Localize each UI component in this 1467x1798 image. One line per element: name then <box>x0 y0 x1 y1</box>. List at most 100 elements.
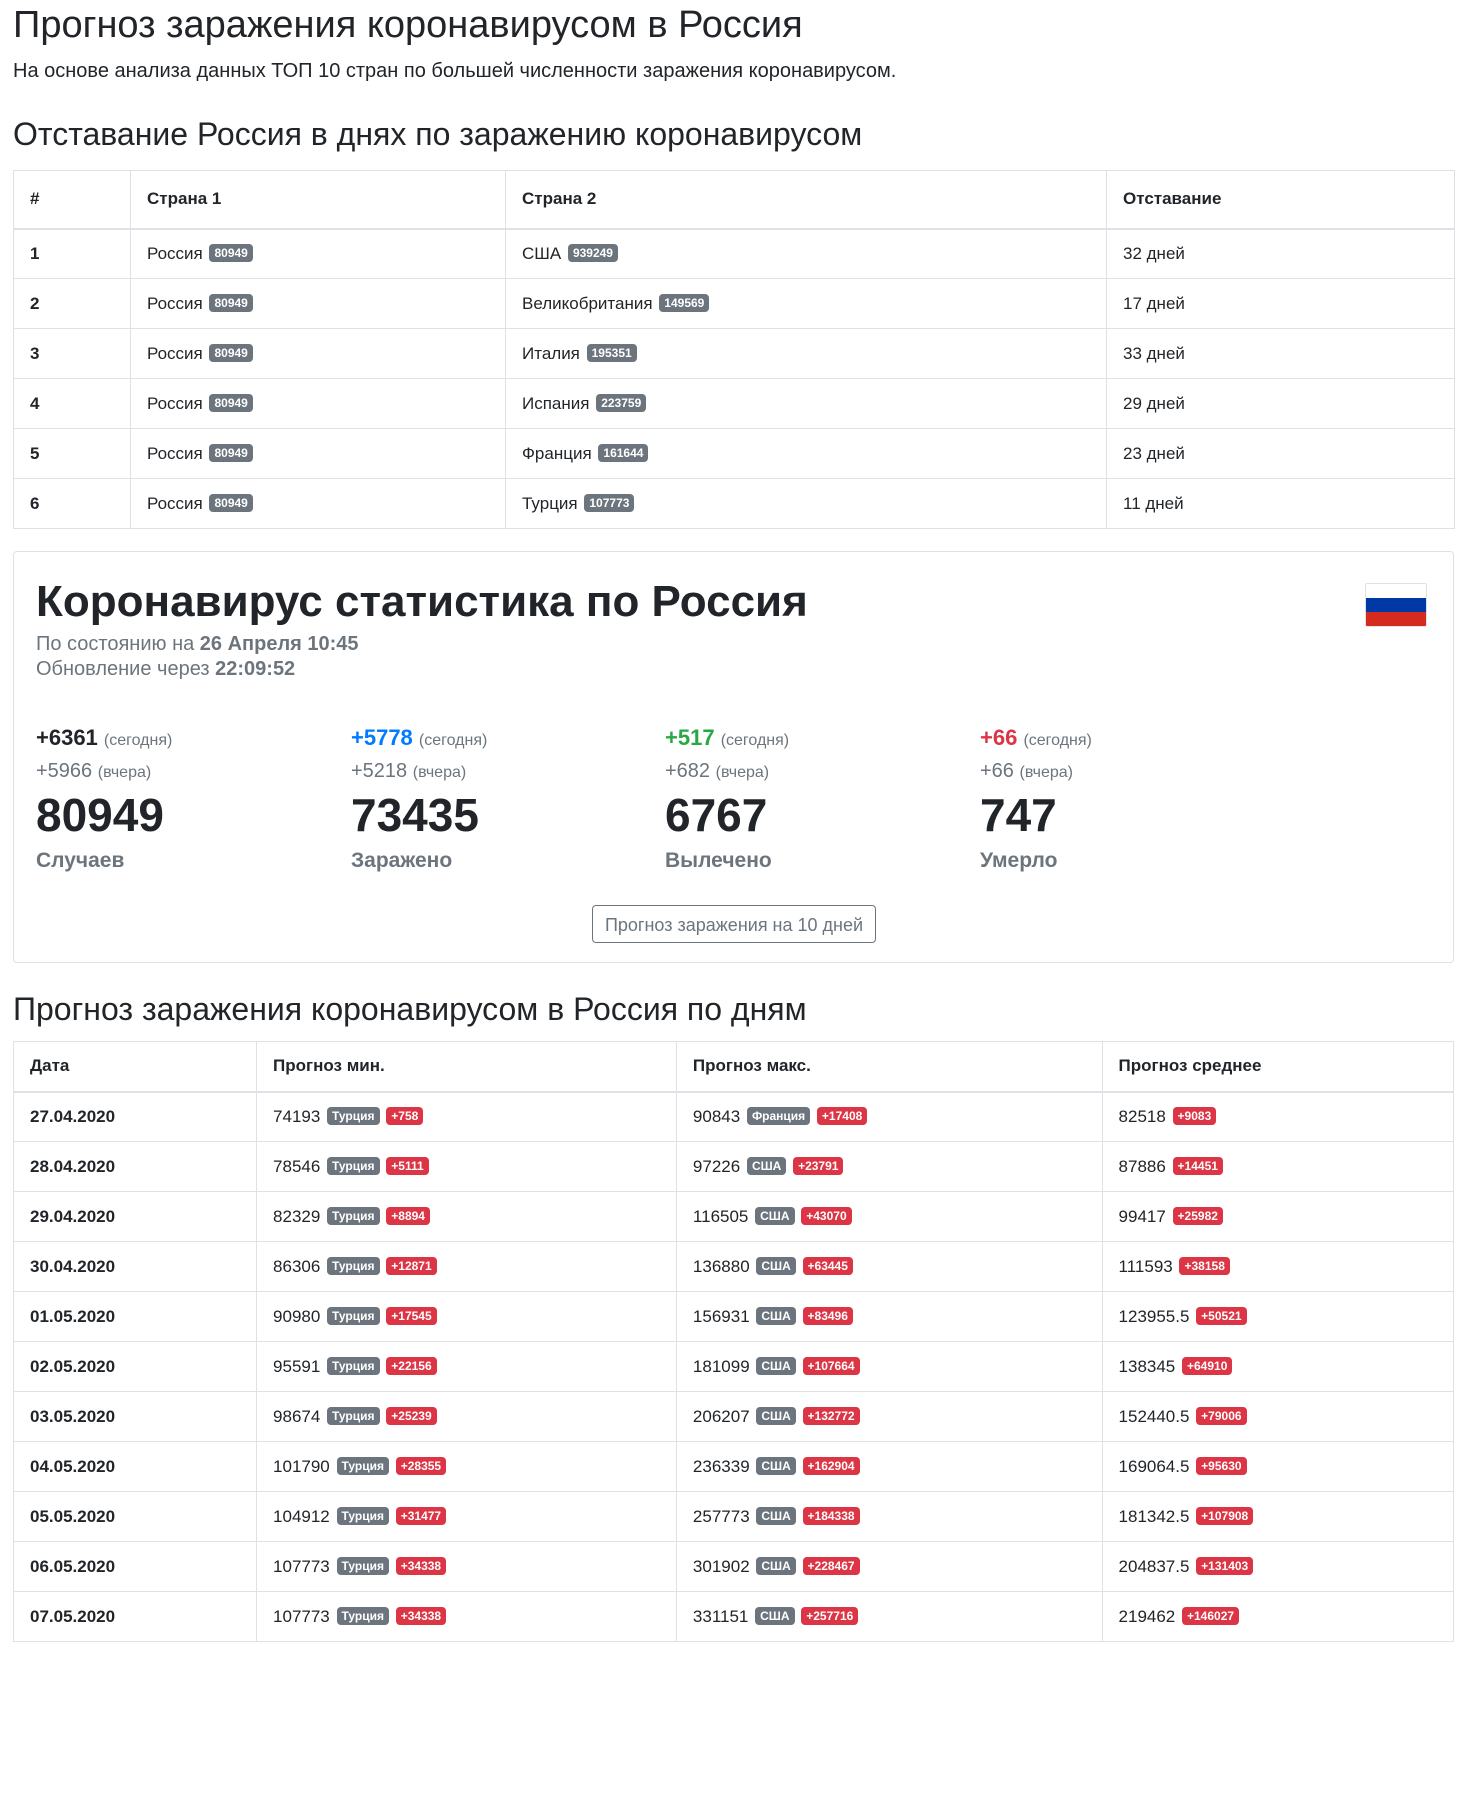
stat-label: Заражено <box>351 849 453 872</box>
forecast-avg-value: 219462 <box>1118 1606 1176 1626</box>
lag-row-country2: Италия 195351 <box>505 328 1107 379</box>
stat-today-value: +517 <box>665 725 715 750</box>
forecast-avg: 123955.5 +50521 <box>1101 1291 1455 1342</box>
stat-yesterday: +5218 (вчера) <box>351 757 681 787</box>
forecast-avg-value: 123955.5 <box>1118 1306 1190 1326</box>
forecast-max-value: 181099 <box>692 1356 750 1376</box>
lag-row-days: 33 дней <box>1106 328 1455 379</box>
update-countdown: 22:09:52 <box>215 658 296 680</box>
lag-table-row: 1 Россия 80949 США 939249 32 дней <box>13 228 1455 279</box>
country1-cases-badge: 80949 <box>209 393 253 412</box>
stats-meta: По состоянию на 26 Апреля 10:45 Обновлен… <box>36 632 359 682</box>
forecast-col-max: Прогноз макс. <box>675 1041 1103 1093</box>
forecast-min-delta-badge: +5111 <box>386 1156 429 1175</box>
stat-yesterday-suffix: (вчера) <box>97 764 152 781</box>
forecast-min: 74193 Турция +758 <box>256 1091 677 1142</box>
country2-cases-badge: 107773 <box>584 493 635 512</box>
forecast-avg-delta-badge: +107908 <box>1196 1506 1254 1525</box>
forecast-avg: 87886 +14451 <box>1101 1141 1455 1192</box>
forecast-max-delta-badge: +257716 <box>801 1606 859 1625</box>
forecast-avg-delta-badge: +64910 <box>1182 1356 1233 1375</box>
country2-name: США <box>522 243 562 263</box>
forecast-min: 107773 Турция +34338 <box>256 1541 677 1592</box>
flag-stripe <box>1366 612 1426 626</box>
forecast-max-delta-badge: +83496 <box>802 1306 853 1325</box>
forecast-avg-delta-badge: +131403 <box>1196 1556 1254 1575</box>
lag-col-lag: Отставание <box>1106 170 1455 230</box>
forecast-max-country-badge: Франция <box>746 1106 811 1125</box>
lag-row-number: 1 <box>13 228 131 279</box>
forecast-min: 82329 Турция +8894 <box>256 1191 677 1242</box>
stat-yesterday-suffix: (вчера) <box>1019 764 1073 781</box>
stat-today-suffix: (сегодня) <box>103 732 173 749</box>
forecast-min-country-badge: Турция <box>327 1206 380 1225</box>
forecast-table-row: 28.04.2020 78546 Турция +5111 97226 США +2… <box>12 1141 1455 1192</box>
lag-table-header-row: # Страна 1 Страна 2 Отставание <box>13 170 1455 230</box>
forecast-max-delta-badge: +63445 <box>802 1256 853 1275</box>
lag-row-country1: Россия 80949 <box>130 278 506 329</box>
forecast-min-country-badge: Турция <box>327 1306 380 1325</box>
forecast-date: 05.05.2020 <box>12 1491 258 1542</box>
forecast-max-country-badge: США <box>755 1206 795 1225</box>
country1-cases-badge: 80949 <box>209 493 253 512</box>
forecast-table-row: 02.05.2020 95591 Турция +22156 181099 США … <box>12 1341 1455 1392</box>
forecast-avg: 219462 +146027 <box>1101 1591 1455 1642</box>
page-container: Прогноз заражения коронавирусом в Россия… <box>12 4 1455 1642</box>
forecast-avg-value: 138345 <box>1118 1356 1176 1376</box>
forecast-max-value: 90843 <box>692 1106 741 1126</box>
lag-row-days: 29 дней <box>1106 378 1455 429</box>
lag-row-country1: Россия 80949 <box>130 378 506 429</box>
forecast-max: 236339 США +162904 <box>675 1441 1103 1492</box>
forecast-date: 29.04.2020 <box>12 1191 258 1242</box>
stat-today-suffix: (сегодня) <box>1023 732 1092 749</box>
forecast-avg-value: 152440.5 <box>1118 1406 1190 1426</box>
page-lead: На основе анализа данных ТОП 10 стран по… <box>13 60 897 82</box>
lag-row-country1: Россия 80949 <box>130 428 506 479</box>
forecast-min-value: 98674 <box>273 1406 321 1426</box>
forecast-avg: 152440.5 +79006 <box>1101 1391 1455 1442</box>
country2-cases-badge: 939249 <box>567 243 618 262</box>
forecast-max: 206207 США +132772 <box>675 1391 1103 1442</box>
lag-row-number: 4 <box>13 378 131 429</box>
forecast-min-country-badge: Турция <box>327 1106 380 1125</box>
stat-total: 73435 <box>351 789 479 841</box>
country1-name: Россия <box>147 443 203 463</box>
status-prefix: По состоянию на <box>36 633 195 655</box>
forecast-min: 95591 Турция +22156 <box>256 1341 677 1392</box>
forecast-avg: 111593 +38158 <box>1101 1241 1455 1292</box>
forecast-max-country-badge: США <box>756 1556 796 1575</box>
forecast-max: 181099 США +107664 <box>675 1341 1103 1392</box>
forecast-avg: 82518 +9083 <box>1101 1091 1455 1142</box>
forecast-avg-value: 169064.5 <box>1118 1456 1190 1476</box>
forecast-10-days-button[interactable]: Прогноз заражения на 10 дней <box>592 905 876 943</box>
forecast-col-avg: Прогноз среднее <box>1101 1041 1455 1093</box>
forecast-table-row: 04.05.2020 101790 Турция +28355 236339 США… <box>12 1441 1455 1492</box>
status-value: 26 Апреля 10:45 <box>199 633 359 655</box>
country2-cases-badge: 195351 <box>586 343 637 362</box>
forecast-min-country-badge: Турция <box>327 1356 380 1375</box>
lag-table-row: 2 Россия 80949 Великобритания 149569 17 дне… <box>13 278 1455 329</box>
forecast-min-delta-badge: +12871 <box>386 1256 437 1275</box>
stat-yesterday-value: +5966 <box>36 760 93 782</box>
forecast-min-country-badge: Турция <box>327 1256 380 1275</box>
country2-name: Великобритания <box>522 293 653 313</box>
forecast-min-delta-badge: +28355 <box>395 1456 447 1475</box>
country2-cases-badge: 149569 <box>659 293 710 312</box>
stat-total: 6767 <box>665 789 768 841</box>
lag-row-days: 17 дней <box>1106 278 1455 329</box>
forecast-min-delta-badge: +22156 <box>386 1356 437 1375</box>
forecast-avg-delta-badge: +9083 <box>1172 1106 1217 1125</box>
forecast-min-delta-badge: +34338 <box>395 1556 447 1575</box>
forecast-min-value: 90980 <box>273 1306 321 1326</box>
country2-name: Испания <box>522 393 590 413</box>
forecast-table-row: 01.05.2020 90980 Турция +17545 156931 США … <box>12 1291 1455 1342</box>
forecast-max-delta-badge: +162904 <box>802 1456 860 1475</box>
forecast-min: 90980 Турция +17545 <box>256 1291 677 1342</box>
forecast-table-row: 03.05.2020 98674 Турция +25239 206207 США … <box>12 1391 1455 1442</box>
forecast-max-country-badge: США <box>756 1356 796 1375</box>
forecast-min-value: 107773 <box>273 1556 330 1576</box>
stat-today: +517 (сегодня) <box>665 724 995 755</box>
forecast-avg: 169064.5 +95630 <box>1101 1441 1455 1492</box>
country2-name: Франция <box>522 443 592 463</box>
stat-yesterday-value: +682 <box>665 760 711 782</box>
